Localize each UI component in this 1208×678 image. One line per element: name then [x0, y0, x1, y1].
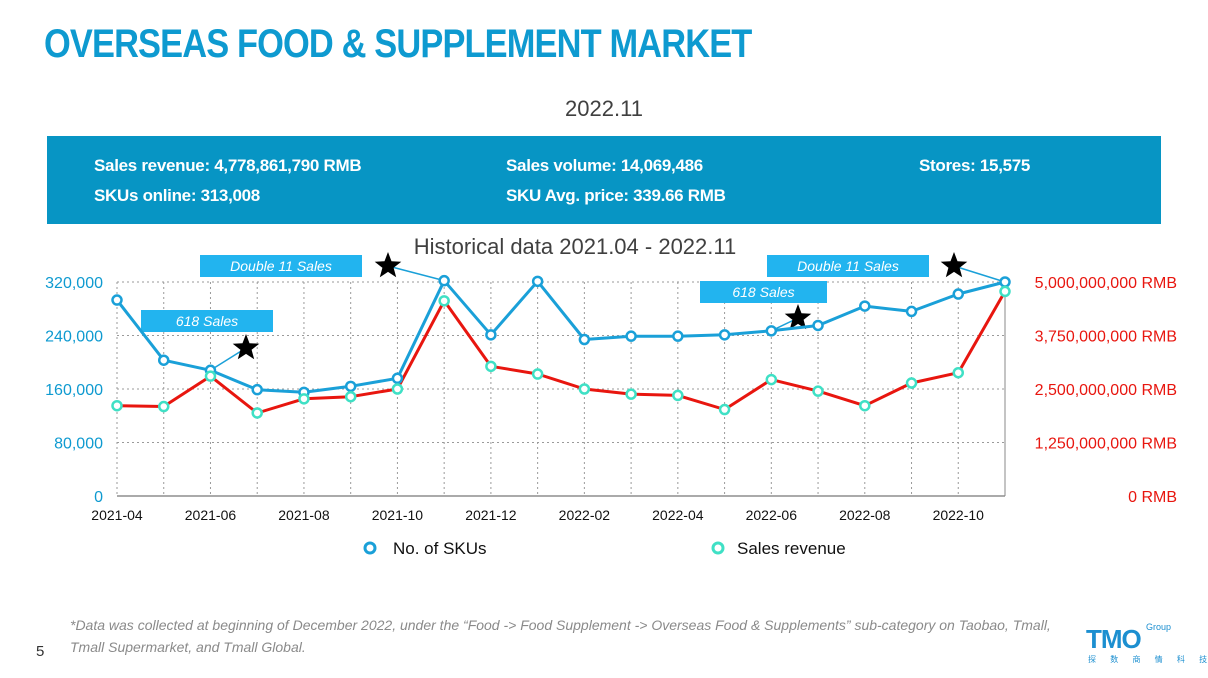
data-point-skus	[578, 333, 591, 346]
annotation-pointer-line	[387, 265, 445, 282]
x-tick-label: 2021-04	[91, 507, 143, 523]
annotation-box	[141, 310, 273, 332]
data-point-revenue	[765, 373, 778, 386]
annotation-label: Double 11 Sales	[230, 258, 332, 274]
annotation-pointer-line	[953, 265, 1006, 283]
annotation-box	[767, 255, 929, 277]
stat-sales-volume: Sales volume: 14,069,486	[506, 156, 703, 175]
data-point-revenue	[204, 370, 217, 382]
data-point-skus	[531, 275, 544, 288]
series-line-revenue	[116, 290, 1007, 415]
data-point-skus	[111, 294, 123, 306]
stat-skus-online: SKUs online: 313,008	[94, 186, 260, 205]
data-point-skus	[344, 380, 357, 393]
data-point-skus	[859, 300, 871, 312]
x-tick-label: 2021-08	[278, 507, 330, 523]
annotation-label: 618 Sales	[176, 313, 238, 329]
y-left-tick-label: 320,000	[45, 275, 103, 292]
x-tick-label: 2022-02	[559, 507, 611, 523]
y-right-tick-label: 5,000,000,000 RMB	[1035, 275, 1177, 292]
data-point-revenue	[952, 366, 965, 379]
data-point-skus	[905, 305, 918, 318]
y-right-tick-label: 2,500,000,000 RMB	[1035, 382, 1177, 399]
stat-sku-avg-price: SKU Avg. price: 339.66 RMB	[506, 186, 726, 205]
annotation-box	[200, 255, 362, 277]
data-point-skus	[718, 329, 731, 341]
stats-banner: Sales revenue: 4,778,861,790 RMB Sales v…	[47, 136, 1161, 224]
y-right-tick-label: 1,250,000,000 RMB	[1035, 436, 1177, 453]
data-point-skus	[157, 354, 170, 366]
legend-label: No. of SKUs	[393, 539, 487, 558]
x-tick-label: 2022-06	[746, 507, 798, 523]
x-tick-label: 2022-04	[652, 507, 704, 523]
page-number: 5	[36, 643, 45, 660]
chart-title: Historical data 2021.04 - 2022.11	[413, 234, 737, 259]
data-point-skus	[485, 329, 497, 341]
data-point-skus	[438, 274, 450, 287]
y-left-tick-label: 0	[94, 489, 103, 506]
y-left-tick-label: 240,000	[45, 329, 103, 346]
data-point-revenue	[438, 295, 450, 307]
data-point-revenue	[718, 403, 731, 416]
data-point-revenue	[812, 385, 824, 397]
annotation-star-icon	[374, 252, 402, 278]
data-point-skus	[391, 372, 404, 385]
x-tick-label: 2021-10	[372, 507, 424, 523]
annotation-label: Double 11 Sales	[797, 258, 899, 274]
y-left-tick-label: 160,000	[45, 382, 103, 399]
data-point-revenue	[485, 360, 497, 373]
data-point-revenue	[531, 368, 544, 380]
data-point-revenue	[578, 383, 591, 395]
data-point-revenue	[344, 390, 357, 403]
company-logo: TMO Group 探 数 商 情 科 技	[1086, 622, 1207, 666]
data-point-skus	[999, 276, 1011, 288]
series-line-skus	[115, 279, 1006, 394]
data-point-revenue	[298, 393, 310, 405]
annotation-label: 618 Sales	[732, 284, 794, 300]
y-right-tick-label: 3,750,000,000 RMB	[1035, 329, 1177, 346]
data-point-skus	[765, 325, 778, 337]
annotation-star-icon	[784, 304, 812, 330]
data-point-revenue	[251, 407, 263, 419]
annotation-star-icon	[232, 334, 260, 360]
logo-group-text: Group	[1146, 622, 1172, 632]
x-tick-label: 2022-08	[839, 507, 891, 523]
legend-label: Sales revenue	[737, 539, 846, 558]
logo-text: TMO	[1086, 624, 1142, 654]
data-point-revenue	[905, 377, 918, 389]
logo-subtext: 探 数 商 情 科 技	[1088, 655, 1208, 664]
stat-sales-revenue: Sales revenue: 4,778,861,790 RMB	[94, 156, 362, 175]
x-tick-label: 2021-06	[185, 507, 237, 523]
y-right-tick-label: 0 RMB	[1128, 489, 1177, 506]
stat-stores: Stores: 15,575	[919, 156, 1031, 175]
annotation-star-icon	[940, 252, 968, 278]
data-point-revenue	[859, 399, 871, 412]
legend-marker	[363, 541, 377, 555]
x-tick-label: 2022-10	[933, 507, 985, 523]
data-point-revenue	[672, 389, 684, 402]
annotation-box	[700, 281, 827, 303]
y-left-tick-label: 80,000	[54, 436, 103, 453]
data-point-revenue	[391, 383, 404, 395]
data-point-skus	[812, 319, 824, 332]
report-date: 2022.11	[565, 96, 643, 121]
data-point-skus	[251, 383, 263, 396]
data-point-skus	[672, 330, 684, 342]
data-point-skus	[625, 330, 637, 342]
data-point-revenue	[999, 285, 1011, 298]
x-tick-label: 2021-12	[465, 507, 517, 523]
page-title: OVERSEAS FOOD & SUPPLEMENT MARKET	[44, 22, 752, 66]
legend-marker	[711, 541, 725, 555]
data-point-revenue	[625, 388, 637, 400]
data-point-skus	[952, 288, 965, 300]
footnote: *Data was collected at beginning of Dece…	[70, 617, 1051, 655]
data-point-revenue	[157, 400, 170, 413]
data-point-revenue	[111, 399, 123, 412]
